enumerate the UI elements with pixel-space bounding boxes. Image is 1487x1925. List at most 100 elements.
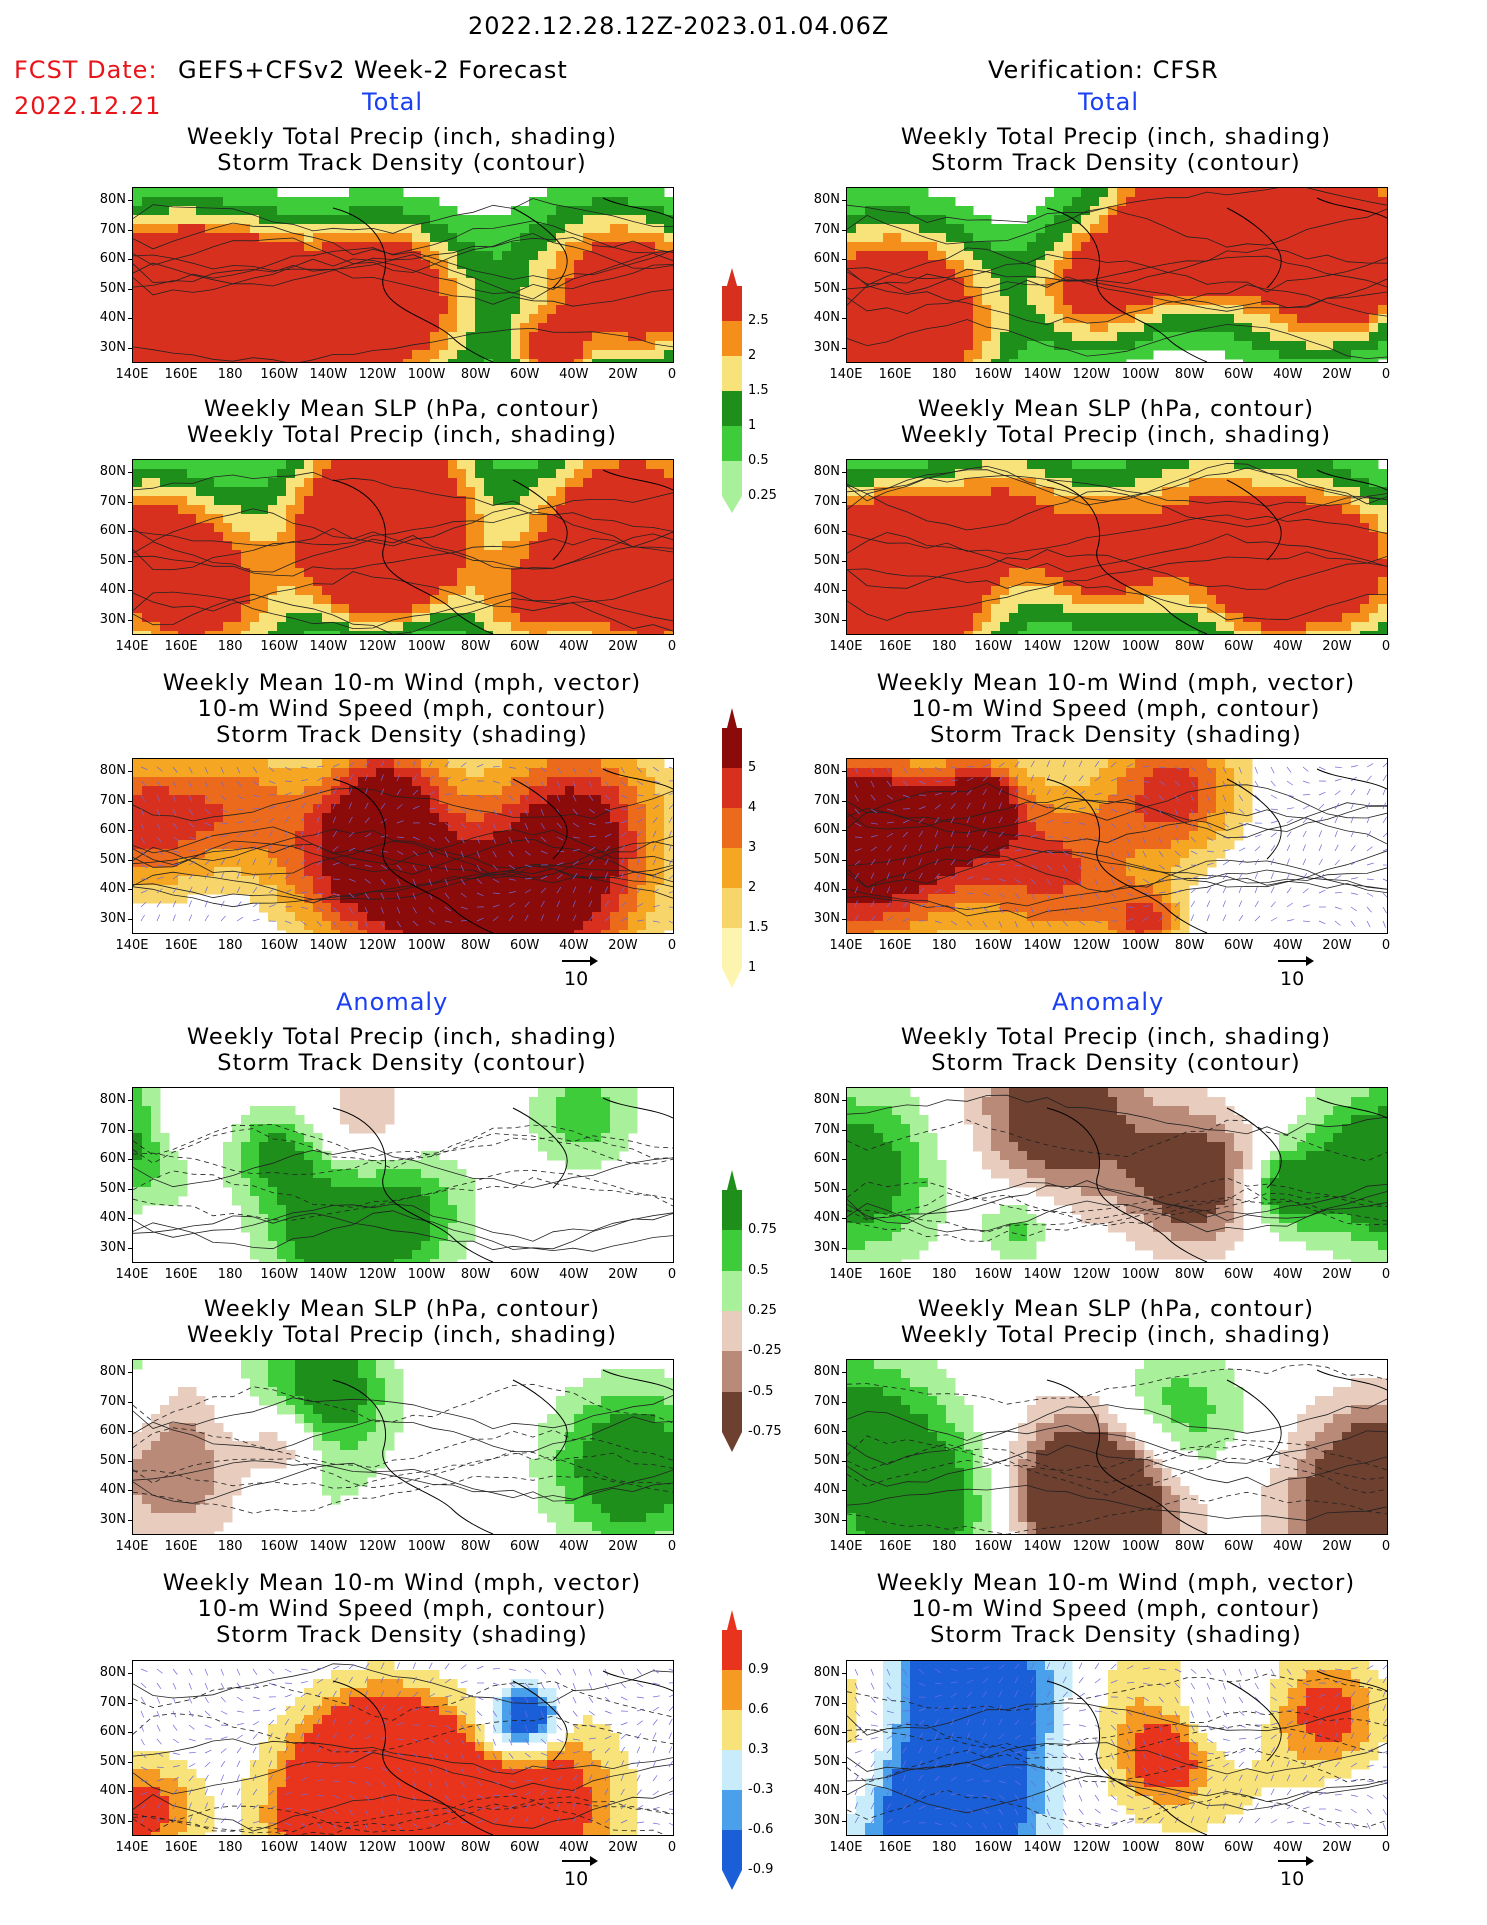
shading-cell xyxy=(529,577,539,587)
shading-cell xyxy=(646,251,656,261)
shading-cell xyxy=(367,332,377,342)
shading-cell xyxy=(367,550,377,560)
shading-cell xyxy=(865,224,875,234)
shading-cell xyxy=(883,260,893,270)
shading-cell xyxy=(964,278,974,288)
shading-cell xyxy=(637,314,647,324)
shading-cell xyxy=(304,478,314,488)
shading-cell xyxy=(268,478,278,488)
shading-cell xyxy=(874,296,884,306)
shading-cell xyxy=(466,604,476,614)
shading-cell xyxy=(1180,514,1190,524)
shading-cell xyxy=(187,786,197,796)
shading-cell xyxy=(412,242,422,252)
shading-cell xyxy=(385,514,395,524)
shading-cell xyxy=(421,287,431,297)
shading-cell xyxy=(286,242,296,252)
shading-cell xyxy=(856,487,866,497)
shading-cell xyxy=(187,478,197,488)
shading-cell xyxy=(1072,224,1082,234)
shading-cell xyxy=(928,550,938,560)
shading-cell xyxy=(466,622,476,632)
shading-cell xyxy=(1261,631,1271,634)
shading-cell xyxy=(565,622,575,632)
shading-cell xyxy=(1099,242,1109,252)
shading-cell xyxy=(241,296,251,306)
shading-cell xyxy=(856,323,866,333)
shading-cell xyxy=(955,505,965,515)
shading-cell xyxy=(529,460,539,470)
shading-cell xyxy=(421,550,431,560)
shading-cell xyxy=(856,568,866,578)
shading-cell xyxy=(1378,631,1387,634)
shading-cell xyxy=(1252,505,1262,515)
shading-cell xyxy=(448,215,458,225)
shading-cell xyxy=(475,260,485,270)
shading-cell xyxy=(937,496,947,506)
shading-cell xyxy=(874,251,884,261)
lat-tick-label: 80N xyxy=(99,192,126,207)
shading-cell xyxy=(1261,251,1271,261)
shading-cell xyxy=(1225,305,1235,315)
lat-tick-label: 40N xyxy=(99,310,126,325)
shading-cell xyxy=(847,332,857,342)
shading-cell xyxy=(484,505,494,515)
shading-cell xyxy=(322,350,332,360)
shading-cell xyxy=(493,478,503,488)
shading-cell xyxy=(1378,341,1387,351)
shading-cell xyxy=(1225,224,1235,234)
shading-cell xyxy=(232,586,242,596)
shading-cell xyxy=(628,478,638,488)
shading-cell xyxy=(547,287,557,297)
shading-cell xyxy=(1252,595,1262,605)
shading-cell xyxy=(937,242,947,252)
shading-cell xyxy=(430,350,440,360)
shading-cell xyxy=(1054,323,1064,333)
shading-cell xyxy=(1063,523,1073,533)
shading-cell xyxy=(1018,496,1028,506)
lat-tick-mark xyxy=(128,347,133,349)
lon-tick-label: 0 xyxy=(1381,639,1391,654)
shading-cell xyxy=(637,206,647,216)
shading-cell xyxy=(1036,233,1046,243)
shading-cell xyxy=(1126,604,1136,614)
shading-cell xyxy=(1153,260,1163,270)
shading-cell xyxy=(403,577,413,587)
shading-cell xyxy=(1198,296,1208,306)
shading-cell xyxy=(655,514,665,524)
shading-cell xyxy=(991,595,1001,605)
shading-cell xyxy=(196,813,206,823)
shading-cell xyxy=(1351,595,1361,605)
shading-cell xyxy=(511,224,521,234)
shading-cell xyxy=(331,278,341,288)
shading-cell xyxy=(1081,559,1091,569)
shading-cell xyxy=(910,631,920,634)
shading-cell xyxy=(874,278,884,288)
shading-cell xyxy=(1000,487,1010,497)
shading-cell xyxy=(322,332,332,342)
shading-cell xyxy=(865,260,875,270)
shading-cell xyxy=(160,242,170,252)
shading-cell xyxy=(628,532,638,542)
shading-cell xyxy=(1243,631,1253,634)
shading-cell xyxy=(151,786,161,796)
shading-cell xyxy=(178,188,188,198)
shading-cell xyxy=(484,260,494,270)
shading-cell xyxy=(1018,359,1028,362)
shading-cell xyxy=(223,323,233,333)
shading-cell xyxy=(412,305,422,315)
shading-cell xyxy=(1369,305,1379,315)
shading-cell xyxy=(955,215,965,225)
contour-line xyxy=(133,571,673,612)
contour-line xyxy=(133,507,673,549)
shading-cell xyxy=(439,296,449,306)
shading-cell xyxy=(574,514,584,524)
shading-cell xyxy=(892,197,902,207)
shading-cell xyxy=(883,341,893,351)
shading-cell xyxy=(367,359,377,362)
shading-cell xyxy=(1153,604,1163,614)
shading-cell xyxy=(1216,631,1226,634)
shading-cell xyxy=(520,206,530,216)
shading-cell xyxy=(367,251,377,261)
shading-cell xyxy=(142,224,152,234)
